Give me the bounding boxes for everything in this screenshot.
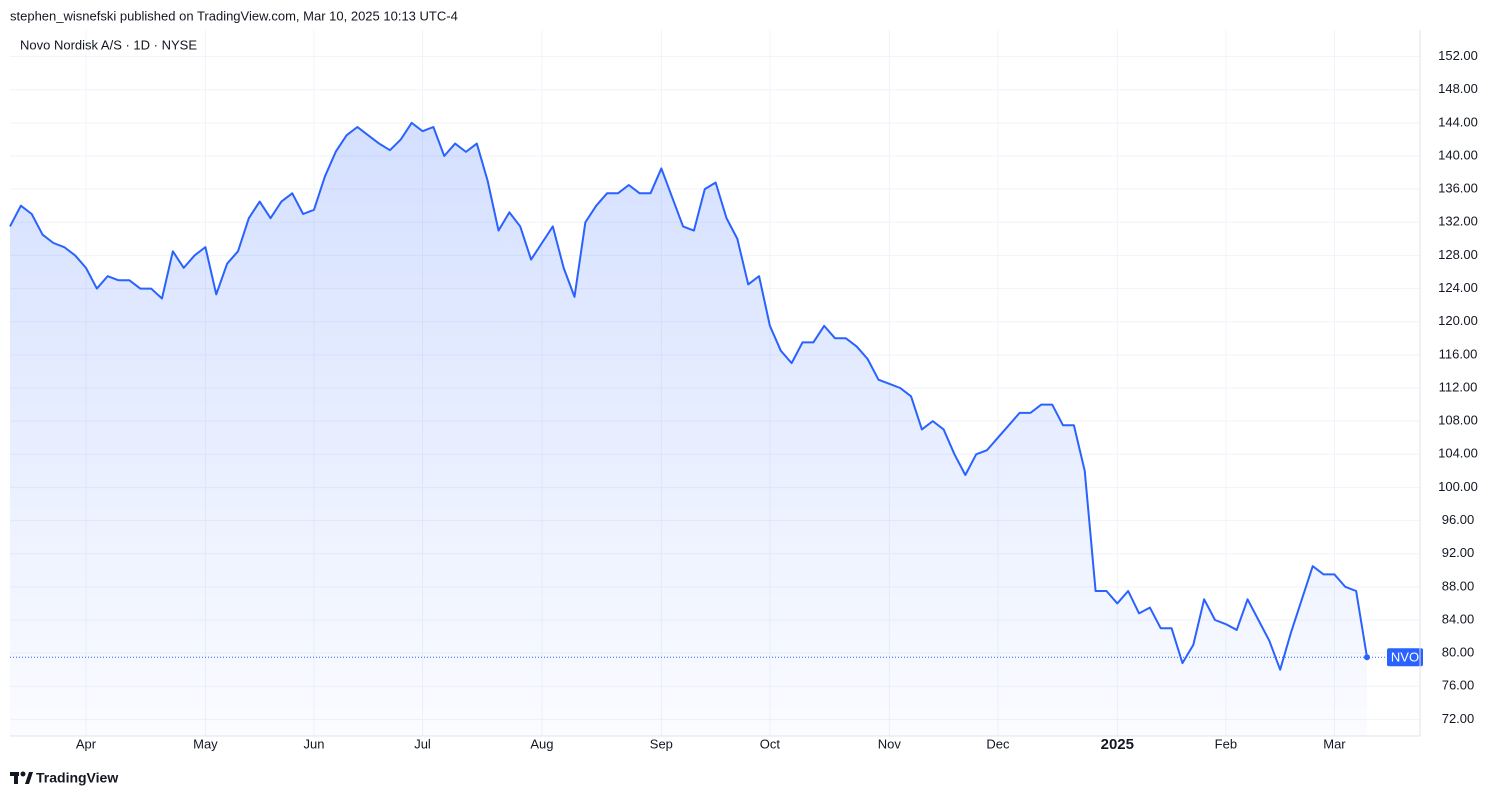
area-fill (10, 122, 1367, 737)
y-tick-label: 128.00 (1438, 247, 1478, 262)
y-tick-label: 84.00 (1442, 611, 1475, 626)
symbol-badge (1387, 648, 1423, 667)
x-tick-label: 2025 (1101, 736, 1134, 753)
price-line (9, 121, 1368, 671)
legend-symbol: NVO (1391, 650, 1419, 665)
x-tick-label: Nov (878, 736, 902, 751)
y-tick-label: 100.00 (1438, 479, 1478, 494)
y-tick-label: 112.00 (1439, 379, 1478, 394)
y-tick-label: 144.00 (1438, 114, 1478, 129)
last-price-dot (1364, 654, 1370, 661)
x-tick-label: Sep (650, 736, 673, 751)
x-tick-label: Mar (1323, 736, 1346, 751)
y-tick-label: 148.00 (1438, 81, 1478, 96)
y-tick-label: 136.00 (1438, 181, 1478, 196)
y-tick-label: 152.00 (1438, 48, 1478, 63)
x-tick-label: Apr (76, 736, 97, 751)
y-tick-label: 116.00 (1439, 346, 1478, 361)
brand-name: TradingView (36, 770, 118, 786)
y-tick-label: 104.00 (1438, 446, 1478, 461)
x-tick-label: Jul (414, 736, 431, 751)
y-tick-label: 80.00 (1442, 645, 1475, 660)
y-tick-label: 96.00 (1442, 512, 1475, 527)
x-tick-label: Feb (1215, 736, 1237, 751)
y-tick-label: 76.00 (1442, 678, 1475, 693)
x-tick-label: Oct (760, 736, 781, 751)
y-tick-label: 88.00 (1442, 578, 1475, 593)
chart-title: Novo Nordisk A/S · 1D · NYSE (20, 37, 197, 52)
x-tick-label: Aug (530, 736, 553, 751)
y-tick-label: 132.00 (1438, 214, 1478, 229)
y-tick-label: 92.00 (1442, 545, 1475, 560)
x-tick-label: May (193, 736, 218, 751)
y-tick-label: 72.00 (1442, 711, 1475, 726)
y-tick-label: 108.00 (1438, 413, 1478, 428)
publish-header: stephen_wisnefski published on TradingVi… (10, 8, 458, 23)
brand-logo (10, 771, 33, 784)
x-tick-label: Dec (986, 736, 1010, 751)
y-tick-label: 124.00 (1438, 280, 1478, 295)
y-tick-label: 140.00 (1438, 147, 1478, 162)
x-tick-label: Jun (303, 736, 324, 751)
plot: NVO (9, 121, 1423, 737)
y-tick-label: 120.00 (1438, 313, 1478, 328)
